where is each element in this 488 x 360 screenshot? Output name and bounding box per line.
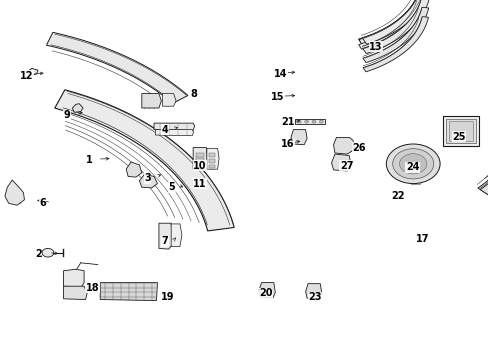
Polygon shape xyxy=(358,0,427,45)
FancyBboxPatch shape xyxy=(337,158,347,167)
Polygon shape xyxy=(209,153,215,157)
FancyBboxPatch shape xyxy=(295,119,324,124)
Polygon shape xyxy=(159,223,172,249)
Text: 16: 16 xyxy=(281,139,294,149)
Text: 2: 2 xyxy=(35,249,42,259)
Polygon shape xyxy=(126,162,142,177)
Circle shape xyxy=(319,120,323,123)
FancyBboxPatch shape xyxy=(448,121,472,141)
Circle shape xyxy=(297,120,301,123)
Circle shape xyxy=(392,149,433,179)
Polygon shape xyxy=(333,138,354,154)
Text: 21: 21 xyxy=(281,117,294,127)
Text: 8: 8 xyxy=(190,89,197,99)
Text: 10: 10 xyxy=(193,161,206,171)
Polygon shape xyxy=(142,94,161,108)
Text: 12: 12 xyxy=(20,71,33,81)
Polygon shape xyxy=(27,68,38,76)
Polygon shape xyxy=(362,7,428,63)
Polygon shape xyxy=(305,284,321,299)
Polygon shape xyxy=(362,0,429,44)
Polygon shape xyxy=(410,182,419,184)
Text: 23: 23 xyxy=(307,292,321,302)
Text: 6: 6 xyxy=(39,198,46,208)
Text: 3: 3 xyxy=(144,173,151,183)
FancyBboxPatch shape xyxy=(338,140,350,151)
Polygon shape xyxy=(55,90,234,231)
Polygon shape xyxy=(154,123,194,130)
Text: 18: 18 xyxy=(85,283,99,293)
Text: 7: 7 xyxy=(161,236,168,246)
FancyBboxPatch shape xyxy=(445,119,475,143)
Text: 25: 25 xyxy=(451,132,465,142)
Polygon shape xyxy=(193,148,207,170)
Polygon shape xyxy=(358,0,428,45)
Polygon shape xyxy=(195,164,204,167)
Polygon shape xyxy=(100,283,157,301)
Text: 4: 4 xyxy=(161,125,168,135)
Polygon shape xyxy=(63,269,84,288)
Polygon shape xyxy=(5,180,24,205)
Polygon shape xyxy=(171,224,182,247)
Text: 14: 14 xyxy=(273,69,287,79)
Circle shape xyxy=(42,248,54,257)
Text: 22: 22 xyxy=(390,191,404,201)
Circle shape xyxy=(311,120,315,123)
Polygon shape xyxy=(477,124,488,197)
Text: 17: 17 xyxy=(415,234,428,244)
Polygon shape xyxy=(72,104,83,112)
Polygon shape xyxy=(362,0,428,54)
Text: 27: 27 xyxy=(339,161,353,171)
Polygon shape xyxy=(206,148,219,169)
Polygon shape xyxy=(290,130,306,145)
Polygon shape xyxy=(362,17,427,72)
Polygon shape xyxy=(358,0,426,49)
Circle shape xyxy=(399,154,426,174)
Polygon shape xyxy=(479,125,488,195)
Text: 11: 11 xyxy=(193,179,206,189)
Polygon shape xyxy=(209,165,215,168)
Text: 26: 26 xyxy=(351,143,365,153)
Polygon shape xyxy=(139,175,157,188)
Polygon shape xyxy=(195,158,204,162)
Text: 9: 9 xyxy=(63,110,70,120)
Text: 13: 13 xyxy=(368,42,382,52)
Polygon shape xyxy=(63,286,87,300)
Polygon shape xyxy=(162,94,176,106)
FancyBboxPatch shape xyxy=(442,116,478,146)
Circle shape xyxy=(386,144,439,184)
Polygon shape xyxy=(259,283,275,298)
Text: 15: 15 xyxy=(271,92,285,102)
Text: 5: 5 xyxy=(168,182,175,192)
Text: 1: 1 xyxy=(85,155,92,165)
Polygon shape xyxy=(155,130,193,136)
Text: 24: 24 xyxy=(405,162,419,172)
Polygon shape xyxy=(195,153,204,157)
Polygon shape xyxy=(209,159,215,163)
Circle shape xyxy=(304,120,308,123)
Text: 20: 20 xyxy=(259,288,272,298)
Polygon shape xyxy=(46,32,187,103)
Text: 19: 19 xyxy=(161,292,175,302)
Polygon shape xyxy=(331,154,350,171)
